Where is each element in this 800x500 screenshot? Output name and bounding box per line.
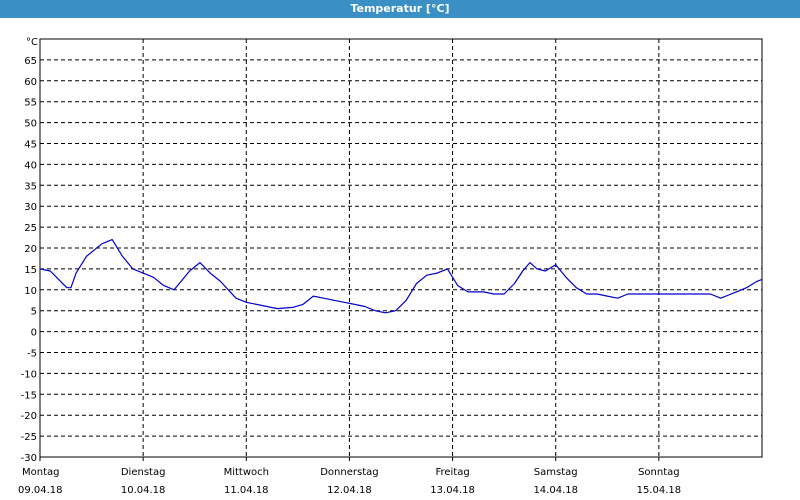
x-date-label: 10.04.18 bbox=[121, 485, 166, 496]
y-tick-label: 40 bbox=[24, 160, 37, 171]
y-tick-label: 15 bbox=[24, 265, 37, 276]
y-tick-label: 30 bbox=[24, 202, 37, 213]
y-tick-label: -5 bbox=[27, 349, 37, 360]
x-date-label: 09.04.18 bbox=[18, 485, 63, 496]
series-layer bbox=[39, 239, 763, 314]
y-tick-label: 55 bbox=[24, 98, 37, 109]
y-tick-label: 10 bbox=[24, 286, 37, 297]
y-tick-label: 50 bbox=[24, 119, 37, 130]
x-weekday-label: Freitag bbox=[435, 467, 469, 478]
grid bbox=[39, 39, 762, 461]
y-tick-label: 45 bbox=[24, 140, 37, 151]
x-date-label: 13.04.18 bbox=[430, 485, 475, 496]
chart-title: Temperatur [°C] bbox=[0, 0, 800, 18]
y-tick-label: 20 bbox=[24, 244, 37, 255]
x-date-label: 15.04.18 bbox=[637, 485, 682, 496]
x-weekday-label: Sonntag bbox=[638, 467, 680, 478]
x-weekday-label: Dienstag bbox=[121, 467, 166, 478]
y-tick-label: -10 bbox=[21, 369, 37, 380]
y-tick-label: 60 bbox=[24, 77, 37, 88]
y-tick-label: 0 bbox=[31, 328, 37, 339]
y-tick-label: -25 bbox=[21, 432, 37, 443]
x-weekday-label: Montag bbox=[22, 467, 59, 478]
x-date-label: 14.04.18 bbox=[533, 485, 578, 496]
x-weekday-label: Donnerstag bbox=[320, 467, 378, 478]
x-weekday-label: Samstag bbox=[534, 467, 578, 478]
y-tick-label: 35 bbox=[24, 181, 37, 192]
y-tick-label: -15 bbox=[21, 390, 37, 401]
temperature-chart: 65605550454035302520151050-5-10-15-20-25… bbox=[18, 37, 763, 496]
x-date-label: 12.04.18 bbox=[327, 485, 372, 496]
axis-labels: 65605550454035302520151050-5-10-15-20-25… bbox=[18, 37, 681, 496]
chart-area: 65 60 55 50 45 40 35 30 25 20 15 10 5 0 -5 -10 -15 -20 -25… bbox=[0, 18, 800, 500]
temperature-line bbox=[39, 239, 763, 314]
y-tick-label: 5 bbox=[31, 307, 37, 318]
y-tick-label: -30 bbox=[21, 453, 37, 464]
y-axis-label: °C bbox=[26, 37, 38, 48]
y-tick-label: 25 bbox=[24, 223, 37, 234]
y-tick-label: -20 bbox=[21, 411, 37, 422]
x-weekday-label: Mittwoch bbox=[224, 467, 269, 478]
y-tick-label: 65 bbox=[24, 56, 37, 67]
x-date-label: 11.04.18 bbox=[224, 485, 269, 496]
